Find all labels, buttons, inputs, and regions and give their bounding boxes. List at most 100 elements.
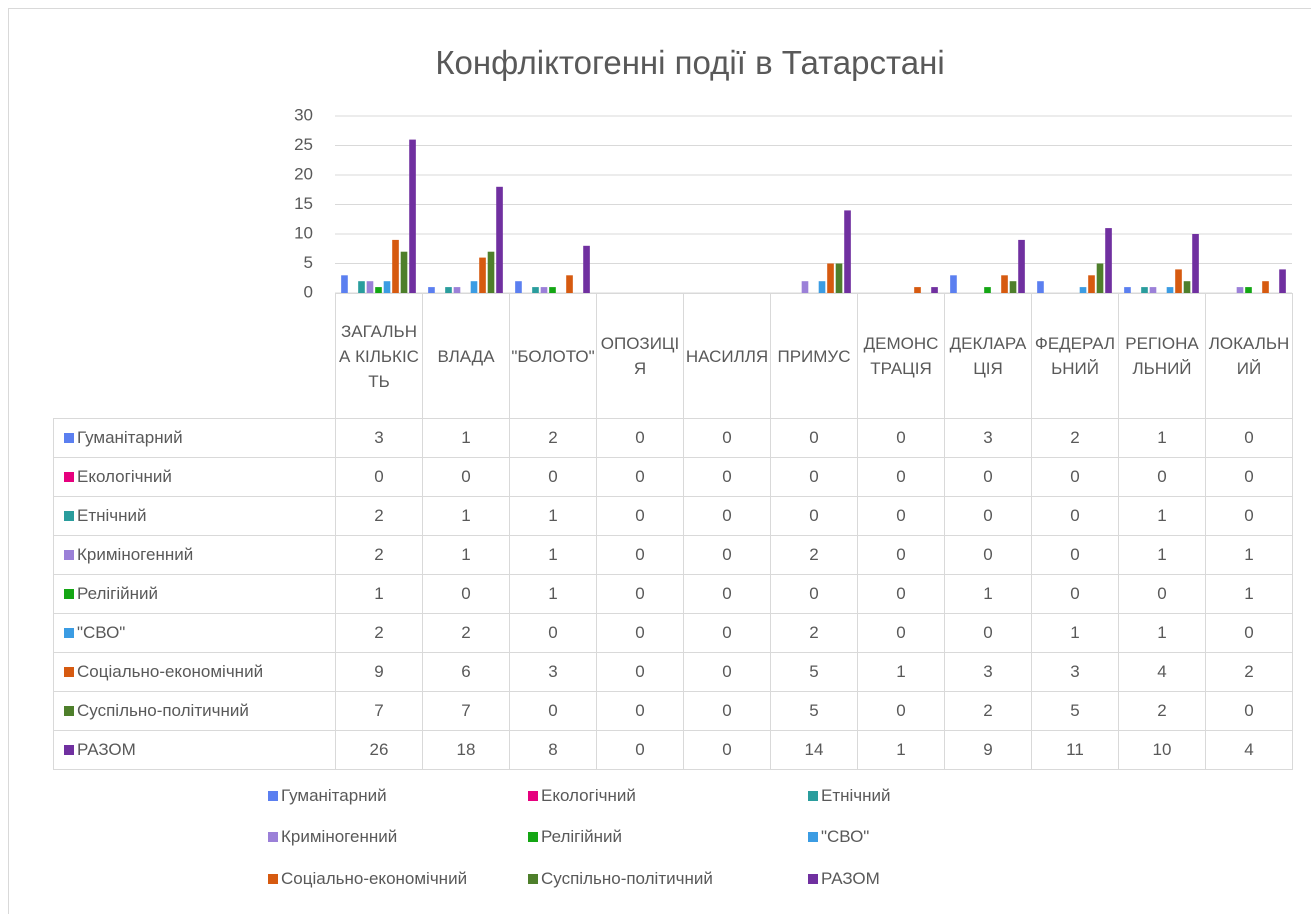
table-cell: 0 bbox=[683, 496, 771, 536]
table-cell: 0 bbox=[1205, 691, 1293, 731]
table-cell: 0 bbox=[857, 613, 945, 653]
bar bbox=[409, 139, 416, 293]
legend-key bbox=[528, 832, 538, 842]
table-cell: 3 bbox=[944, 418, 1032, 458]
legend-key bbox=[64, 706, 74, 716]
table-cell: 0 bbox=[683, 652, 771, 692]
table-cell: 9 bbox=[335, 652, 423, 692]
bar bbox=[1183, 281, 1191, 293]
table-cell: 0 bbox=[1205, 613, 1293, 653]
table-cell: 0 bbox=[944, 535, 1032, 575]
legend-label: Криміногенний bbox=[77, 545, 194, 564]
table-cell: 0 bbox=[1118, 574, 1206, 614]
table-cell: 0 bbox=[770, 457, 858, 497]
legend-key bbox=[64, 472, 74, 482]
table-cell: 14 bbox=[770, 730, 858, 770]
bar bbox=[358, 281, 365, 293]
table-cell: 8 bbox=[509, 730, 597, 770]
table-cell: 2 bbox=[944, 691, 1032, 731]
bar bbox=[515, 281, 522, 293]
table-cell: 1 bbox=[857, 652, 945, 692]
legend-label: Соціально-економічний bbox=[281, 869, 468, 888]
x-tick-label: ЗАГАЛЬНА КІЛЬКІСТЬ bbox=[335, 293, 423, 419]
bar bbox=[1088, 275, 1095, 293]
table-cell: 2 bbox=[335, 535, 423, 575]
table-cell: 0 bbox=[770, 574, 858, 614]
legend-item: "СВО" bbox=[808, 827, 869, 847]
legend-key bbox=[64, 745, 74, 755]
legend-item: Соціально-економічний bbox=[268, 869, 467, 889]
table-cell: 0 bbox=[509, 691, 597, 731]
legend-key bbox=[64, 511, 74, 521]
bar bbox=[1166, 287, 1174, 293]
bar bbox=[931, 287, 938, 293]
bar bbox=[1018, 239, 1025, 293]
table-header-row: ЗАГАЛЬНА КІЛЬКІСТЬ ВЛАДА "БОЛОТО" ОПОЗИЦІЯ Н… bbox=[53, 293, 1293, 419]
bar bbox=[428, 287, 435, 293]
bar bbox=[1279, 269, 1286, 293]
table-cell: 0 bbox=[683, 730, 771, 770]
legend-label: Екологічний bbox=[77, 467, 172, 486]
bar bbox=[827, 263, 834, 293]
bar bbox=[470, 281, 478, 293]
x-tick-label: ЛОКАЛЬНИЙ bbox=[1205, 293, 1293, 419]
legend-label: Гуманітарний bbox=[281, 786, 387, 805]
legend-label: РАЗОМ bbox=[77, 740, 136, 759]
table-row-label: "СВО" bbox=[53, 613, 336, 653]
table-cell: 0 bbox=[770, 418, 858, 458]
bar bbox=[366, 281, 374, 293]
y-tick-label: 10 bbox=[294, 223, 313, 242]
bar bbox=[566, 275, 573, 293]
table-cell: 1 bbox=[1118, 535, 1206, 575]
bar bbox=[1192, 234, 1199, 293]
bar bbox=[950, 275, 957, 293]
legend-item: РАЗОМ bbox=[808, 869, 880, 889]
table-cell: 11 bbox=[1031, 730, 1119, 770]
table-cell: 1 bbox=[857, 730, 945, 770]
bar bbox=[392, 239, 399, 293]
legend-label: "СВО" bbox=[821, 827, 870, 846]
table-corner bbox=[53, 293, 336, 419]
table-cell: 3 bbox=[1031, 652, 1119, 692]
table-cell: 1 bbox=[422, 418, 510, 458]
legend-label: Етнічний bbox=[77, 506, 147, 525]
bar bbox=[532, 287, 539, 293]
legend-key bbox=[268, 832, 278, 842]
legend-label: Релігійний bbox=[541, 827, 623, 846]
table-cell: 0 bbox=[335, 457, 423, 497]
bar bbox=[1262, 281, 1269, 293]
bar bbox=[496, 186, 503, 293]
table-cell: 7 bbox=[335, 691, 423, 731]
legend-key bbox=[528, 874, 538, 884]
table-cell: 4 bbox=[1205, 730, 1293, 770]
table-cell: 0 bbox=[857, 691, 945, 731]
bar bbox=[400, 251, 408, 293]
table-cell: 0 bbox=[596, 574, 684, 614]
bar bbox=[1096, 263, 1104, 293]
legend-key bbox=[268, 874, 278, 884]
table-cell: 0 bbox=[596, 496, 684, 536]
bar bbox=[383, 281, 391, 293]
table-cell: 0 bbox=[770, 496, 858, 536]
legend-key bbox=[64, 589, 74, 599]
legend-key bbox=[64, 667, 74, 677]
table-cell: 1 bbox=[944, 574, 1032, 614]
table-cell: 0 bbox=[857, 457, 945, 497]
bar bbox=[1105, 228, 1112, 293]
table-cell: 0 bbox=[857, 574, 945, 614]
legend-key bbox=[268, 791, 278, 801]
x-tick-label: ОПОЗИЦІЯ bbox=[596, 293, 684, 419]
table-cell: 0 bbox=[944, 457, 1032, 497]
legend-label: Етнічний bbox=[821, 786, 891, 805]
bar bbox=[540, 287, 548, 293]
table-cell: 0 bbox=[596, 457, 684, 497]
table-cell: 0 bbox=[944, 613, 1032, 653]
chart-frame bbox=[8, 8, 1311, 914]
bar bbox=[835, 263, 843, 293]
legend-key bbox=[64, 433, 74, 443]
bar bbox=[341, 275, 348, 293]
bar bbox=[1236, 287, 1244, 293]
bar bbox=[1001, 275, 1008, 293]
bar bbox=[1009, 281, 1017, 293]
x-tick-label: ФЕДЕРАЛЬНИЙ bbox=[1031, 293, 1119, 419]
